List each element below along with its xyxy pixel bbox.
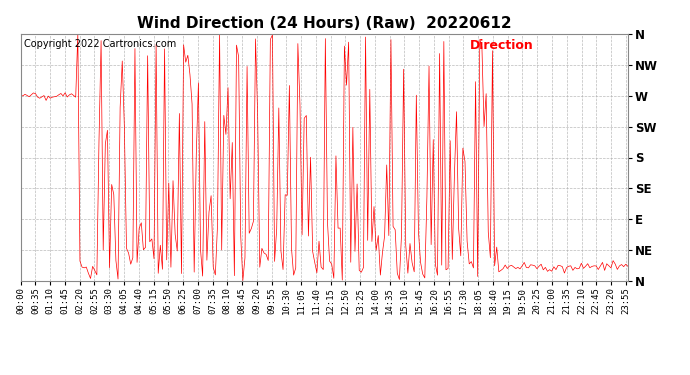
Text: Copyright 2022 Cartronics.com: Copyright 2022 Cartronics.com <box>23 39 176 49</box>
Text: Direction: Direction <box>470 39 534 52</box>
Title: Wind Direction (24 Hours) (Raw)  20220612: Wind Direction (24 Hours) (Raw) 20220612 <box>137 16 511 31</box>
